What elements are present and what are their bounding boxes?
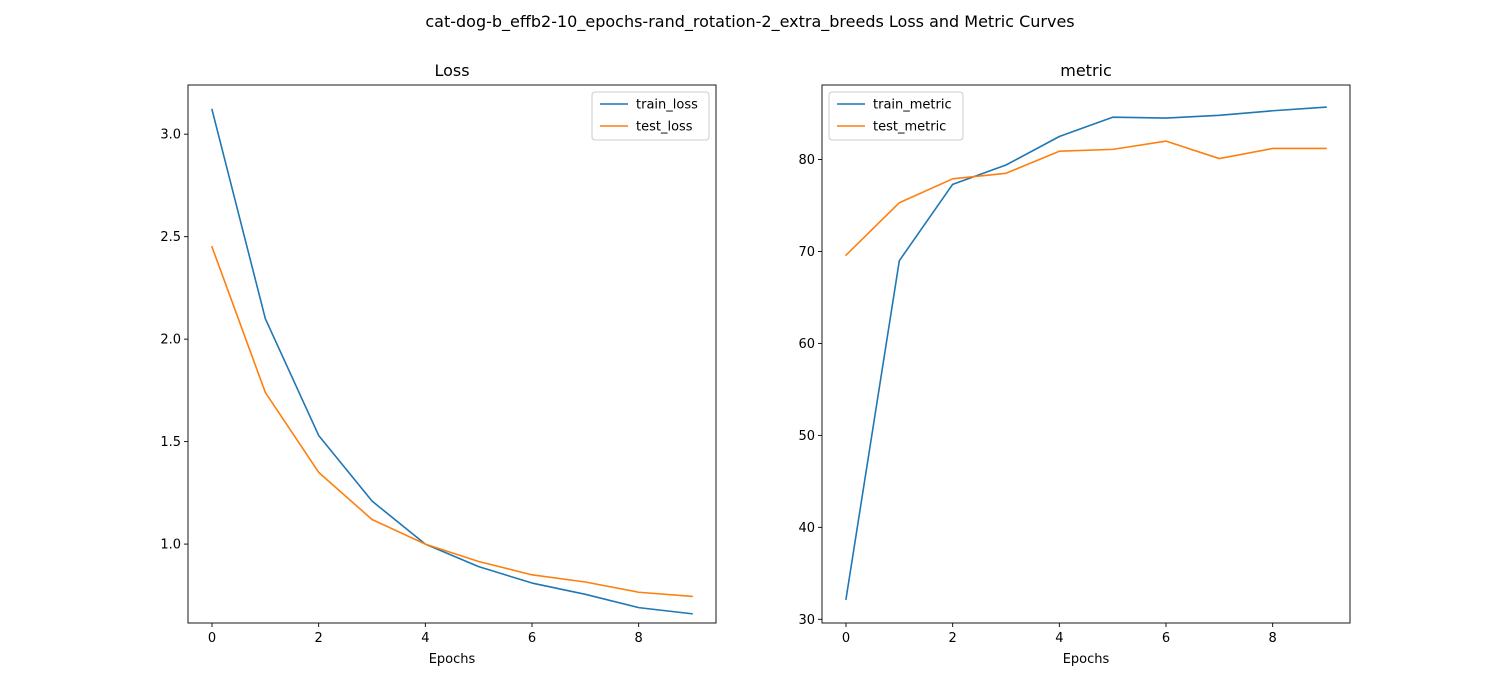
metric-axes-frame	[821, 84, 1351, 624]
loss-plot: Loss 0 2 4 6 8 1.0 1.5 2.0 2.5 3.0 Epochs train_loss…	[160, 61, 717, 667]
legend-label-test_metric: test_metric	[873, 120, 946, 135]
metric-xtick-label: 0	[842, 631, 850, 646]
metric-ytick-label: 60	[798, 337, 815, 352]
loss-xtick-label: 8	[635, 631, 643, 646]
loss-legend: train_loss test_loss	[591, 91, 710, 141]
legend-label-test_loss: test_loss	[636, 120, 693, 135]
metric-ytick-label: 80	[798, 153, 815, 168]
loss-xtick-label: 6	[528, 631, 536, 646]
metric-xtick-label: 8	[1269, 631, 1277, 646]
series-line-train_loss	[211, 108, 693, 615]
loss-axes-frame	[187, 84, 717, 624]
legend-label-train_metric: train_metric	[873, 98, 952, 113]
metric-xtick-label: 6	[1162, 631, 1170, 646]
legend-label-train_loss: train_loss	[636, 98, 698, 113]
metric-plot-title: metric	[1060, 61, 1112, 80]
loss-xtick-label: 0	[208, 631, 216, 646]
series-line-train_metric	[845, 106, 1327, 601]
series-line-test_loss	[210, 245, 693, 598]
loss-ytick-label: 1.0	[160, 538, 181, 553]
figure-title: cat-dog-b_effb2-10_epochs-rand_rotation-…	[425, 12, 1074, 32]
loss-ytick-label: 2.5	[160, 230, 181, 245]
metric-ytick-label: 40	[798, 521, 815, 536]
loss-xtick-label: 4	[421, 631, 429, 646]
metric-xtick-label: 2	[949, 631, 957, 646]
metric-ytick-label: 70	[798, 245, 815, 260]
loss-ytick-label: 1.5	[160, 435, 181, 450]
metric-plot: metric 0 2 4 6 8 30 40 50 60 70 80 Epochs train_metri…	[798, 61, 1351, 667]
metric-legend: train_metric test_metric	[828, 91, 964, 141]
metric-ytick-label: 50	[798, 429, 815, 444]
metric-xtick-label: 4	[1055, 631, 1063, 646]
series-line-test_metric	[844, 140, 1327, 257]
loss-ytick-label: 3.0	[160, 128, 181, 143]
loss-xtick-label: 2	[315, 631, 323, 646]
loss-xlabel: Epochs	[429, 652, 476, 667]
metric-ytick-label: 30	[798, 613, 815, 628]
loss-plot-title: Loss	[434, 61, 469, 80]
metric-xlabel: Epochs	[1063, 652, 1110, 667]
loss-ytick-label: 2.0	[160, 333, 181, 348]
